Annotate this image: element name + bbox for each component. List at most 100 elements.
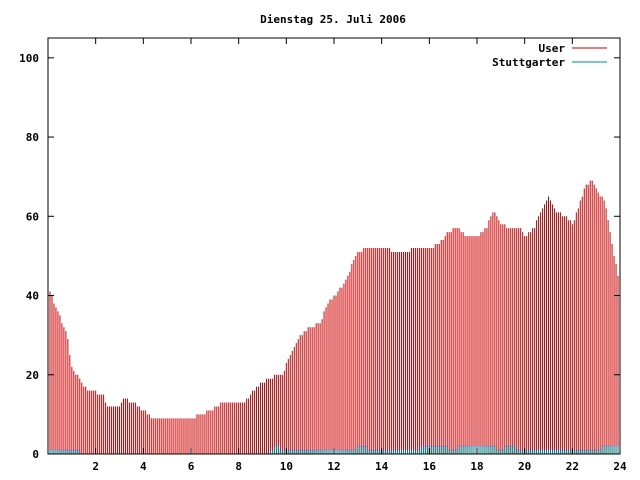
marker-stuttgarter bbox=[520, 449, 522, 451]
marker-stuttgarter bbox=[548, 449, 549, 451]
marker-stuttgarter bbox=[496, 449, 498, 451]
marker-stuttgarter bbox=[273, 445, 275, 447]
marker-stuttgarter bbox=[591, 449, 593, 451]
marker-stuttgarter bbox=[478, 445, 480, 447]
marker-stuttgarter bbox=[67, 449, 69, 451]
marker-stuttgarter bbox=[373, 449, 375, 451]
marker-stuttgarter bbox=[536, 449, 538, 451]
marker-stuttgarter bbox=[540, 449, 542, 451]
marker-stuttgarter bbox=[438, 445, 440, 447]
marker-stuttgarter bbox=[69, 449, 71, 451]
marker-stuttgarter bbox=[337, 449, 339, 451]
marker-stuttgarter bbox=[51, 449, 53, 451]
marker-stuttgarter bbox=[297, 449, 299, 451]
marker-stuttgarter bbox=[361, 445, 363, 447]
marker-stuttgarter bbox=[460, 445, 462, 447]
marker-stuttgarter bbox=[79, 449, 81, 451]
marker-stuttgarter bbox=[516, 449, 518, 451]
marker-stuttgarter bbox=[73, 449, 75, 451]
marker-stuttgarter bbox=[323, 449, 325, 451]
marker-stuttgarter bbox=[557, 449, 559, 451]
marker-stuttgarter bbox=[484, 445, 486, 447]
marker-stuttgarter bbox=[49, 449, 51, 451]
marker-stuttgarter bbox=[466, 445, 468, 447]
marker-stuttgarter bbox=[532, 449, 534, 451]
marker-stuttgarter bbox=[420, 445, 422, 447]
marker-stuttgarter bbox=[482, 445, 484, 447]
marker-stuttgarter bbox=[327, 449, 329, 451]
marker-stuttgarter bbox=[271, 449, 273, 451]
marker-stuttgarter bbox=[534, 449, 536, 451]
marker-stuttgarter bbox=[315, 449, 317, 451]
marker-stuttgarter bbox=[549, 449, 551, 451]
marker-stuttgarter bbox=[335, 449, 337, 451]
marker-stuttgarter bbox=[617, 445, 619, 447]
marker-stuttgarter bbox=[530, 449, 532, 451]
marker-stuttgarter bbox=[512, 445, 514, 447]
marker-stuttgarter bbox=[313, 449, 315, 451]
marker-stuttgarter bbox=[494, 445, 496, 447]
marker-stuttgarter bbox=[444, 445, 446, 447]
marker-stuttgarter bbox=[422, 445, 424, 447]
marker-stuttgarter bbox=[480, 445, 482, 447]
marker-stuttgarter bbox=[464, 445, 466, 447]
marker-stuttgarter bbox=[287, 449, 289, 451]
marker-stuttgarter bbox=[434, 445, 436, 447]
marker-stuttgarter bbox=[307, 449, 309, 451]
marker-stuttgarter bbox=[412, 449, 414, 451]
marker-stuttgarter bbox=[347, 449, 349, 451]
marker-stuttgarter bbox=[277, 445, 279, 447]
x-tick-label: 8 bbox=[235, 460, 242, 473]
marker-stuttgarter bbox=[301, 449, 303, 451]
marker-stuttgarter bbox=[448, 449, 450, 451]
marker-stuttgarter bbox=[281, 449, 283, 451]
marker-stuttgarter bbox=[321, 449, 323, 451]
marker-stuttgarter bbox=[470, 445, 472, 447]
marker-stuttgarter bbox=[345, 449, 347, 451]
marker-stuttgarter bbox=[363, 445, 365, 447]
marker-stuttgarter bbox=[325, 449, 327, 451]
marker-stuttgarter bbox=[410, 449, 412, 451]
marker-stuttgarter bbox=[403, 449, 405, 451]
marker-stuttgarter bbox=[57, 449, 59, 451]
marker-stuttgarter bbox=[583, 449, 585, 451]
marker-stuttgarter bbox=[395, 449, 397, 451]
marker-stuttgarter bbox=[341, 449, 343, 451]
marker-stuttgarter bbox=[468, 445, 470, 447]
marker-stuttgarter bbox=[456, 449, 458, 451]
x-tick-label: 16 bbox=[423, 460, 437, 473]
y-tick-label: 100 bbox=[19, 52, 39, 65]
legend-label-stuttgarter: Stuttgarter bbox=[492, 56, 565, 69]
marker-stuttgarter bbox=[615, 445, 617, 447]
legend-label-user: User bbox=[539, 42, 566, 55]
marker-stuttgarter bbox=[561, 449, 563, 451]
marker-stuttgarter bbox=[593, 449, 595, 451]
y-tick-label: 40 bbox=[26, 290, 39, 303]
x-tick-label: 10 bbox=[280, 460, 293, 473]
marker-stuttgarter bbox=[339, 449, 341, 451]
marker-stuttgarter bbox=[426, 445, 428, 447]
marker-stuttgarter bbox=[406, 449, 408, 451]
marker-stuttgarter bbox=[53, 449, 55, 451]
marker-stuttgarter bbox=[317, 449, 319, 451]
marker-stuttgarter bbox=[436, 445, 438, 447]
marker-stuttgarter bbox=[597, 449, 599, 451]
marker-stuttgarter bbox=[399, 449, 401, 451]
marker-stuttgarter bbox=[502, 449, 504, 451]
marker-stuttgarter bbox=[551, 449, 553, 451]
marker-stuttgarter bbox=[611, 445, 613, 447]
marker-stuttgarter bbox=[343, 449, 345, 451]
marker-stuttgarter bbox=[528, 449, 530, 451]
marker-stuttgarter bbox=[408, 449, 410, 451]
marker-stuttgarter bbox=[553, 449, 555, 451]
marker-stuttgarter bbox=[377, 449, 379, 451]
marker-stuttgarter bbox=[486, 445, 488, 447]
marker-stuttgarter bbox=[559, 449, 561, 451]
marker-stuttgarter bbox=[61, 449, 63, 451]
marker-stuttgarter bbox=[385, 449, 387, 451]
marker-stuttgarter bbox=[508, 445, 510, 447]
marker-stuttgarter bbox=[613, 445, 615, 447]
marker-stuttgarter bbox=[311, 449, 313, 451]
marker-stuttgarter bbox=[393, 449, 395, 451]
